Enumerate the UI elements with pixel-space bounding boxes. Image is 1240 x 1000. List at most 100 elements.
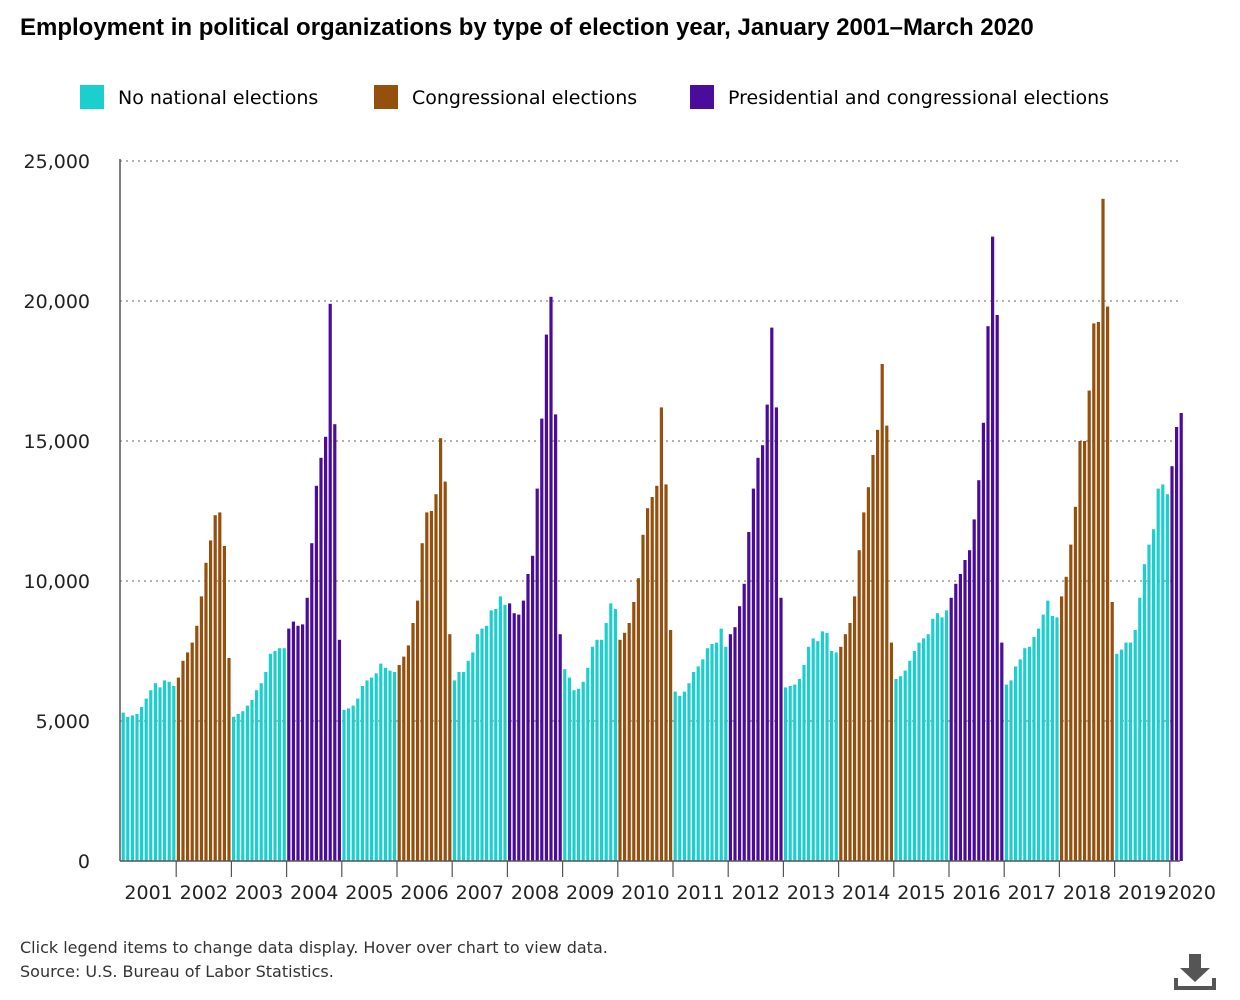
bar[interactable]	[903, 670, 907, 861]
bar[interactable]	[710, 644, 714, 861]
bar[interactable]	[572, 690, 576, 861]
bar[interactable]	[471, 652, 475, 861]
bar[interactable]	[209, 540, 213, 861]
bar[interactable]	[770, 327, 774, 862]
bar[interactable]	[609, 603, 613, 861]
bar[interactable]	[305, 597, 309, 861]
bar[interactable]	[945, 610, 949, 861]
bar[interactable]	[659, 407, 663, 861]
bar[interactable]	[1046, 600, 1050, 861]
bar[interactable]	[163, 680, 167, 861]
bar[interactable]	[908, 660, 912, 861]
bar[interactable]	[1064, 576, 1068, 861]
bar[interactable]	[517, 614, 521, 861]
bar[interactable]	[738, 606, 742, 861]
bar[interactable]	[218, 512, 222, 861]
bar[interactable]	[981, 422, 985, 861]
bar[interactable]	[531, 555, 535, 861]
bar[interactable]	[287, 628, 291, 861]
bar[interactable]	[1101, 198, 1105, 862]
bar[interactable]	[586, 667, 590, 861]
bar[interactable]	[319, 457, 323, 861]
bar[interactable]	[1152, 529, 1156, 861]
bar[interactable]	[977, 480, 981, 861]
bar[interactable]	[1023, 648, 1027, 861]
bar[interactable]	[351, 705, 355, 861]
bar[interactable]	[1124, 642, 1128, 861]
bar[interactable]	[627, 623, 631, 861]
bar[interactable]	[1009, 680, 1013, 861]
bar[interactable]	[816, 641, 820, 861]
bar[interactable]	[761, 445, 765, 861]
bar[interactable]	[383, 667, 387, 861]
bar[interactable]	[613, 609, 617, 861]
bar[interactable]	[1106, 306, 1110, 862]
bar[interactable]	[595, 639, 599, 861]
bar[interactable]	[986, 326, 990, 861]
bar[interactable]	[1161, 484, 1165, 861]
bar[interactable]	[158, 687, 162, 861]
download-button[interactable]	[1172, 950, 1218, 996]
bar[interactable]	[991, 236, 995, 862]
bar[interactable]	[535, 488, 539, 861]
bar[interactable]	[1179, 413, 1183, 861]
bar[interactable]	[954, 583, 958, 861]
bar[interactable]	[140, 707, 144, 861]
bar[interactable]	[843, 634, 847, 861]
bar[interactable]	[742, 583, 746, 861]
bar[interactable]	[195, 625, 199, 861]
bar[interactable]	[503, 604, 507, 861]
bar[interactable]	[577, 688, 581, 861]
bar[interactable]	[176, 677, 180, 861]
bar[interactable]	[121, 712, 125, 861]
bar[interactable]	[1156, 488, 1160, 861]
bar[interactable]	[1165, 494, 1169, 861]
bar[interactable]	[756, 457, 760, 861]
bar[interactable]	[296, 625, 300, 861]
bar[interactable]	[259, 683, 263, 861]
bar[interactable]	[241, 711, 245, 861]
bar[interactable]	[834, 652, 838, 861]
bar[interactable]	[416, 600, 420, 861]
bar[interactable]	[632, 602, 636, 861]
bar[interactable]	[876, 429, 880, 861]
bar[interactable]	[687, 683, 691, 861]
bar[interactable]	[1073, 506, 1077, 861]
bar[interactable]	[282, 648, 286, 861]
bar[interactable]	[1004, 684, 1008, 861]
bar[interactable]	[871, 455, 875, 861]
bar[interactable]	[926, 634, 930, 861]
bar[interactable]	[917, 642, 921, 861]
bar[interactable]	[406, 645, 410, 861]
bar[interactable]	[1032, 637, 1036, 861]
bar[interactable]	[958, 574, 962, 861]
bar[interactable]	[324, 436, 328, 861]
bar[interactable]	[167, 681, 171, 861]
bar[interactable]	[485, 625, 489, 861]
bar[interactable]	[213, 515, 217, 861]
bar[interactable]	[655, 485, 659, 861]
bar[interactable]	[186, 652, 190, 861]
bar[interactable]	[692, 672, 696, 861]
bar[interactable]	[397, 665, 401, 861]
bar[interactable]	[1119, 649, 1123, 861]
bar[interactable]	[1078, 441, 1082, 861]
bar[interactable]	[1087, 390, 1091, 861]
bar[interactable]	[968, 550, 972, 861]
bar[interactable]	[673, 691, 677, 861]
bar[interactable]	[1110, 602, 1114, 861]
bar[interactable]	[604, 623, 608, 861]
bar[interactable]	[600, 639, 604, 861]
bar[interactable]	[1027, 646, 1031, 861]
bar[interactable]	[567, 677, 571, 861]
bar[interactable]	[765, 404, 769, 861]
bar[interactable]	[255, 690, 259, 861]
bar[interactable]	[899, 676, 903, 861]
bar-chart[interactable]: 0 5,000 10,000 15,000 20,000 25,000 2001 2002 20…	[0, 140, 1240, 910]
bar[interactable]	[862, 512, 866, 861]
bar[interactable]	[439, 438, 443, 861]
bar[interactable]	[374, 673, 378, 861]
bar[interactable]	[669, 630, 673, 861]
bar[interactable]	[1069, 544, 1073, 861]
bar[interactable]	[641, 534, 645, 861]
